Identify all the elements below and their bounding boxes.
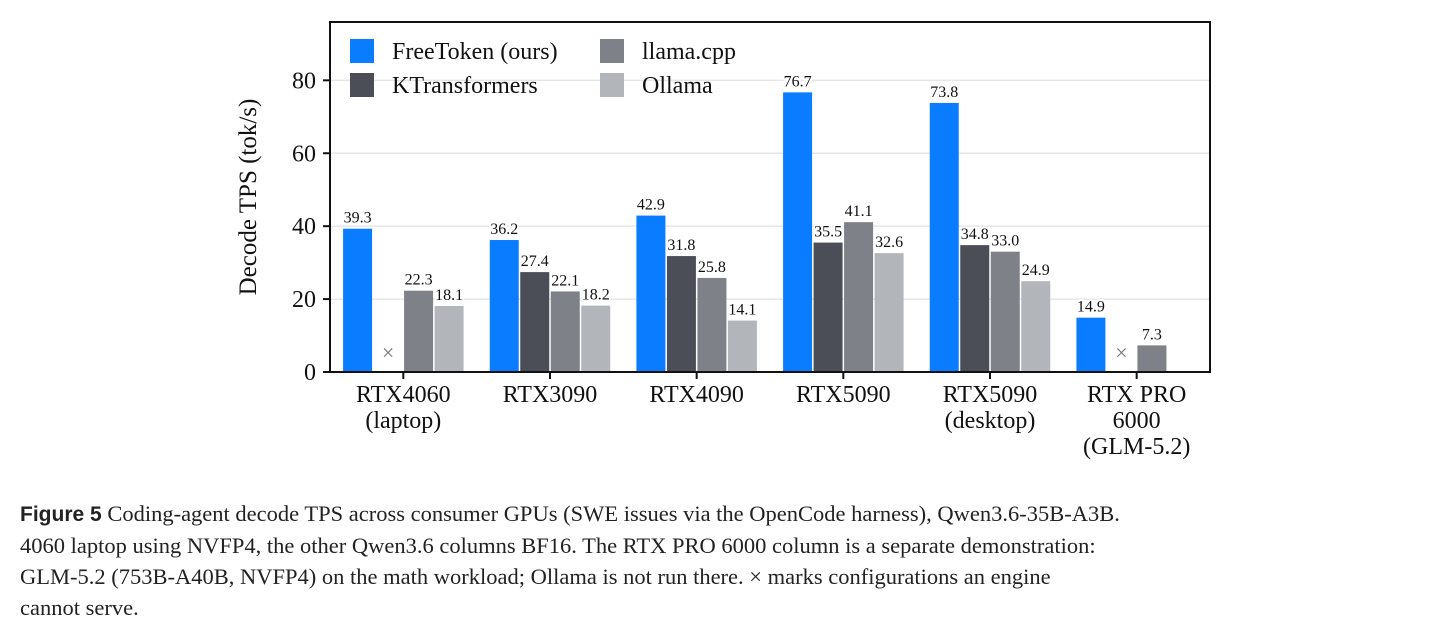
x-tick-label: (laptop) bbox=[365, 408, 441, 434]
bar-chart: 39.3 22.318.1 36.227.422.118.2 42.9 31.825.8… bbox=[235, 21, 1211, 460]
x-tick-label: RTX5090 bbox=[796, 382, 891, 408]
bar bbox=[520, 272, 550, 372]
x-tick-label: (desktop) bbox=[945, 408, 1036, 434]
bars-layer bbox=[343, 92, 1167, 372]
bar-value-label: 14.1 bbox=[728, 302, 756, 319]
legend-label: FreeToken (ours) bbox=[392, 39, 558, 65]
legend: FreeToken (ours) KTransformers llama.cpp Ol… bbox=[350, 39, 736, 99]
bar bbox=[434, 306, 464, 372]
bar-value-label: 76.7 bbox=[784, 73, 812, 90]
caption-figure-number: Figure 5 bbox=[20, 503, 102, 526]
bar bbox=[990, 251, 1020, 372]
bar bbox=[727, 320, 757, 372]
figure-caption: Figure 5 Coding-agent decode TPS across … bbox=[20, 498, 1435, 623]
bar bbox=[1137, 345, 1167, 372]
x-tick-label: RTX4060 bbox=[356, 382, 451, 408]
bar bbox=[404, 290, 434, 372]
x-tick-label: (GLM-5.2) bbox=[1083, 434, 1190, 460]
caption-line-3: GLM-5.2 (753B-A40B, NVFP4) on the math w… bbox=[20, 564, 1051, 589]
legend-label: KTransformers bbox=[392, 73, 538, 99]
bar-value-label: 25.8 bbox=[698, 259, 726, 276]
x-tick-label: 6000 bbox=[1113, 408, 1161, 434]
bar-value-label: 39.3 bbox=[344, 210, 372, 227]
bar-value-label: 42.9 bbox=[637, 197, 665, 214]
bar bbox=[1076, 317, 1106, 372]
caption-line-1: Coding-agent decode TPS across consumer … bbox=[107, 501, 1120, 526]
bar-value-label: 34.8 bbox=[961, 226, 989, 243]
x-tick-label: RTX5090 bbox=[943, 382, 1038, 408]
bar bbox=[343, 228, 373, 372]
bar-value-label: 33.0 bbox=[991, 233, 1019, 250]
legend-label: llama.cpp bbox=[642, 39, 736, 65]
x-tick-label: RTX3090 bbox=[503, 382, 598, 408]
bar bbox=[813, 242, 843, 372]
y-tick-label: 0 bbox=[304, 360, 316, 386]
x-axis: RTX4060(laptop) RTX3090 RTX4090 RTX5090 RTX5… bbox=[356, 372, 1190, 460]
y-tick-label: 60 bbox=[292, 141, 316, 167]
bar-value-label: 14.9 bbox=[1077, 299, 1105, 316]
bar bbox=[960, 245, 990, 372]
legend-swatch bbox=[350, 73, 374, 97]
y-tick-label: 40 bbox=[292, 214, 316, 240]
caption-line-2: 4060 laptop using NVFP4, the other Qwen3… bbox=[20, 533, 1096, 558]
bar-value-label: 31.8 bbox=[667, 237, 695, 254]
bar-value-label: 73.8 bbox=[930, 84, 958, 101]
caption-line-4: cannot serve. bbox=[20, 595, 139, 620]
bar bbox=[874, 253, 904, 372]
bar-value-label: 22.3 bbox=[405, 272, 433, 289]
unsupported-marker: × bbox=[382, 340, 394, 365]
y-tick-label: 20 bbox=[292, 287, 316, 313]
bar-value-label: 32.6 bbox=[875, 234, 903, 251]
bar bbox=[929, 102, 959, 372]
y-axis-label: Decode TPS (tok/s) bbox=[235, 99, 262, 296]
bar bbox=[636, 215, 666, 372]
bar-value-label: 22.1 bbox=[551, 272, 579, 289]
unsupported-marker: × bbox=[1115, 340, 1127, 365]
bar-value-label: 41.1 bbox=[845, 203, 873, 220]
bar bbox=[550, 291, 580, 372]
bar bbox=[1021, 281, 1051, 372]
legend-swatch bbox=[600, 73, 624, 97]
legend-swatch bbox=[600, 39, 624, 63]
bar-value-label: 35.5 bbox=[814, 224, 842, 241]
y-tick-label: 80 bbox=[292, 68, 316, 94]
bar bbox=[697, 277, 727, 372]
legend-label: Ollama bbox=[642, 73, 713, 99]
x-tick-label: RTX PRO bbox=[1087, 382, 1186, 408]
bar-value-label: 7.3 bbox=[1142, 326, 1162, 343]
value-labels-layer: 39.3 22.318.1 36.227.422.118.2 42.9 31.825.8… bbox=[342, 71, 1164, 365]
x-tick-label: RTX4090 bbox=[649, 382, 744, 408]
bar bbox=[783, 92, 813, 372]
bar bbox=[844, 222, 874, 372]
plot-frame bbox=[329, 21, 1211, 373]
bar-value-label: 24.9 bbox=[1022, 262, 1050, 279]
bar-value-label: 36.2 bbox=[490, 221, 518, 238]
bar-value-label: 18.2 bbox=[582, 287, 610, 304]
bar-value-label: 27.4 bbox=[521, 253, 549, 270]
y-axis: 0 20 40 60 80 bbox=[292, 68, 330, 386]
bar bbox=[489, 240, 519, 372]
bar bbox=[666, 256, 696, 372]
bar-value-label: 18.1 bbox=[435, 287, 463, 304]
bar bbox=[581, 305, 611, 372]
legend-swatch bbox=[350, 39, 374, 63]
grid-layer bbox=[330, 79, 1210, 300]
